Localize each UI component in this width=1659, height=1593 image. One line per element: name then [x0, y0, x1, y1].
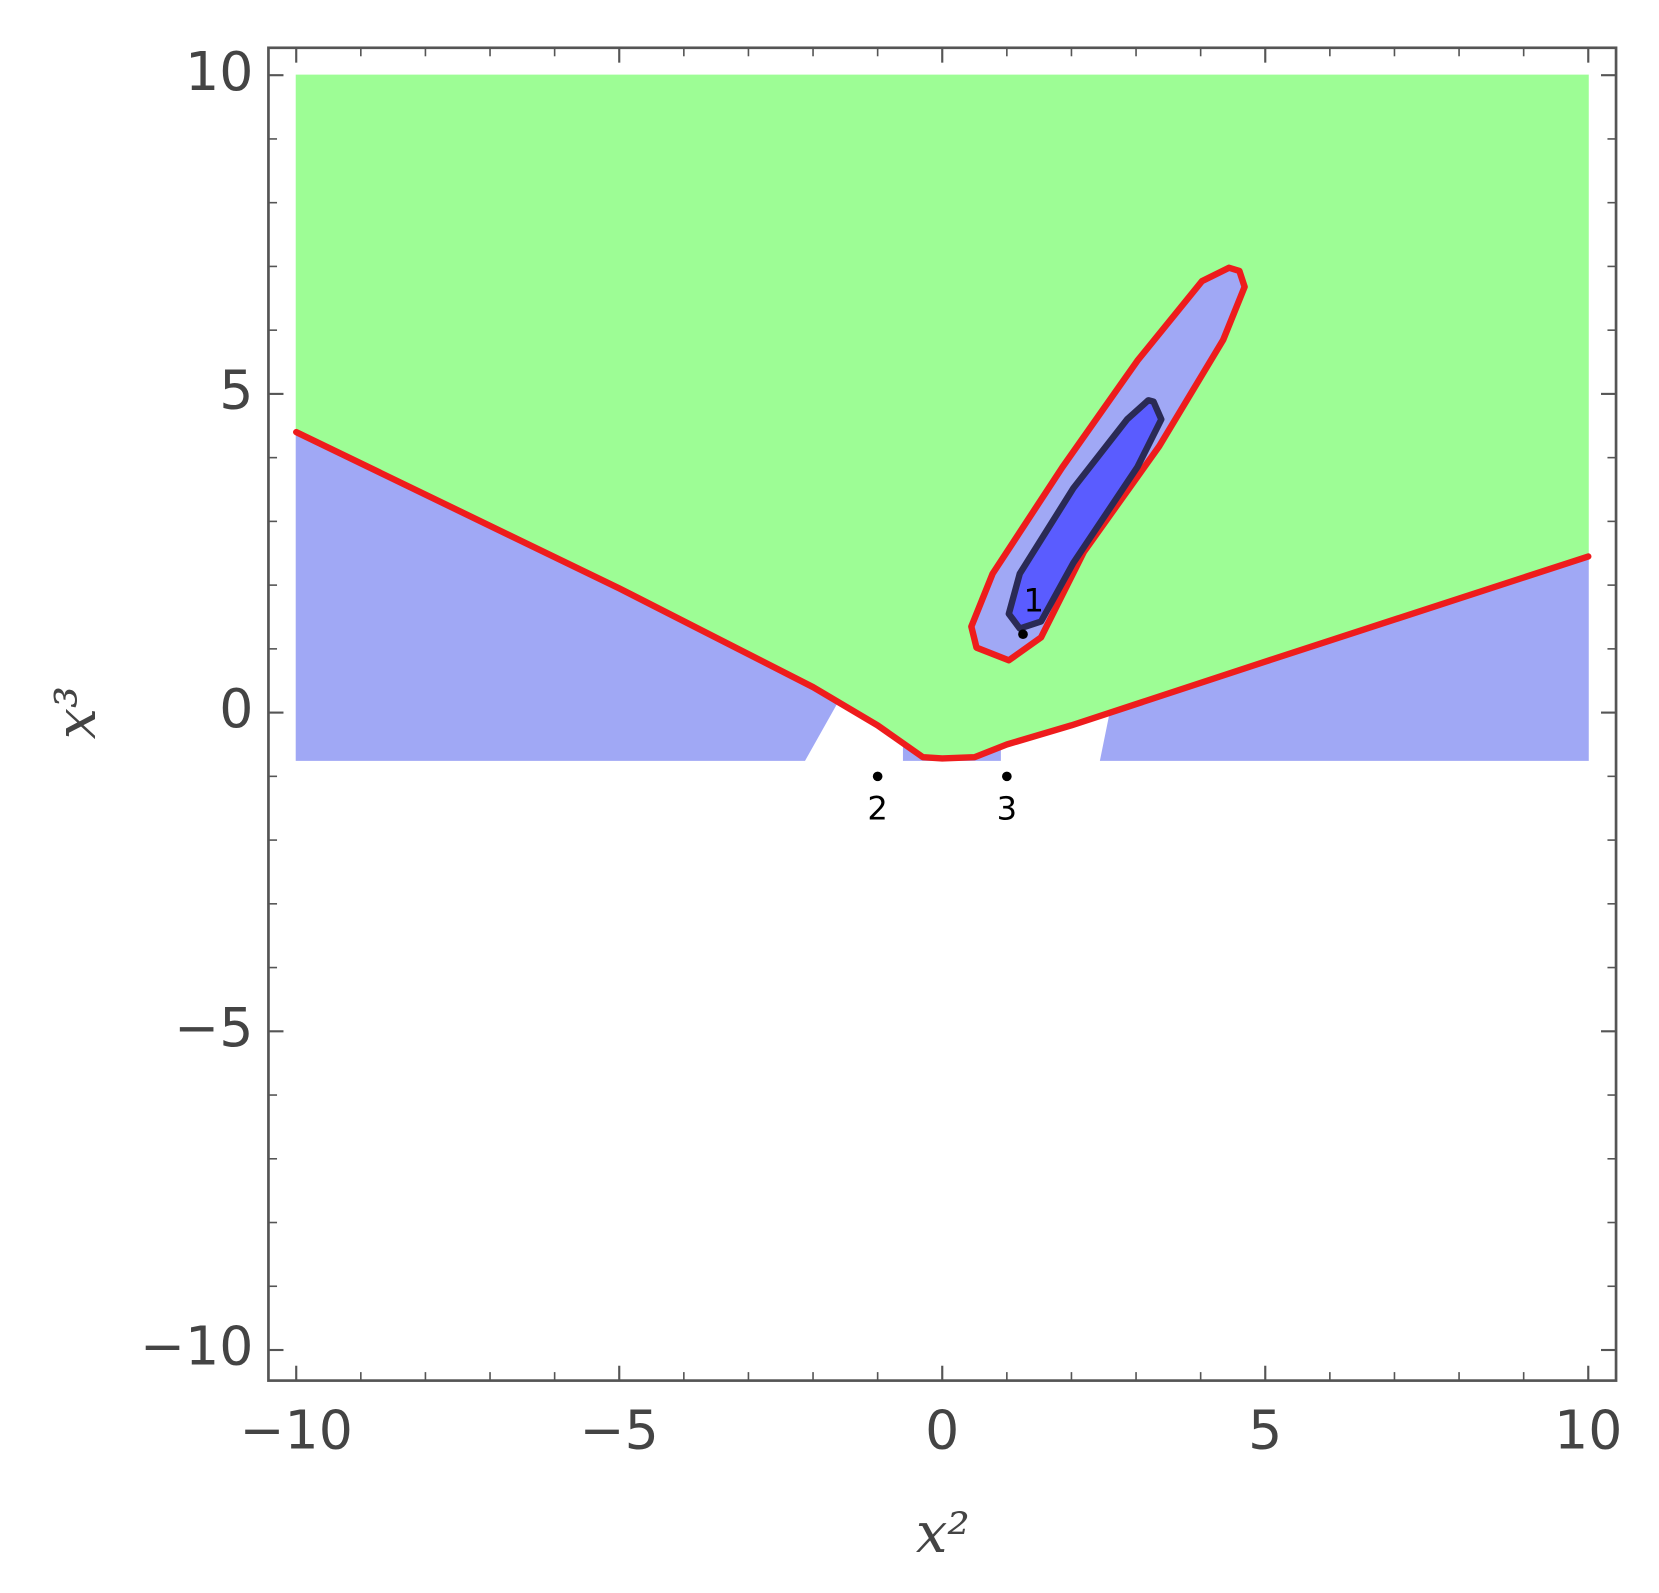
x-axis-label: x² [916, 1501, 970, 1566]
contour-line [293, 428, 1592, 762]
y-tick-label: −5 [174, 996, 253, 1059]
y-tick-label: 10 [185, 40, 253, 103]
x-tick-label: −5 [580, 1399, 659, 1462]
y-tick-label: −10 [140, 1315, 253, 1378]
point [872, 771, 883, 782]
contour-line [968, 264, 1248, 664]
point [1018, 629, 1028, 639]
x-tick-label: 0 [925, 1399, 959, 1462]
y-tick-label: 0 [219, 677, 253, 740]
point-label: 3 [997, 789, 1017, 827]
y-tick-label: 5 [219, 359, 253, 422]
point [1002, 771, 1012, 782]
contour-line [1005, 397, 1165, 632]
x-tick-label: 5 [1248, 1399, 1282, 1462]
plot-area [293, 74, 1592, 762]
point-label: 2 [867, 789, 887, 827]
y-axis-label: x³ [44, 686, 109, 739]
point-label: 1 [1023, 581, 1043, 619]
x-tick-label: −10 [240, 1399, 353, 1462]
x-tick-label: 10 [1554, 1399, 1622, 1462]
